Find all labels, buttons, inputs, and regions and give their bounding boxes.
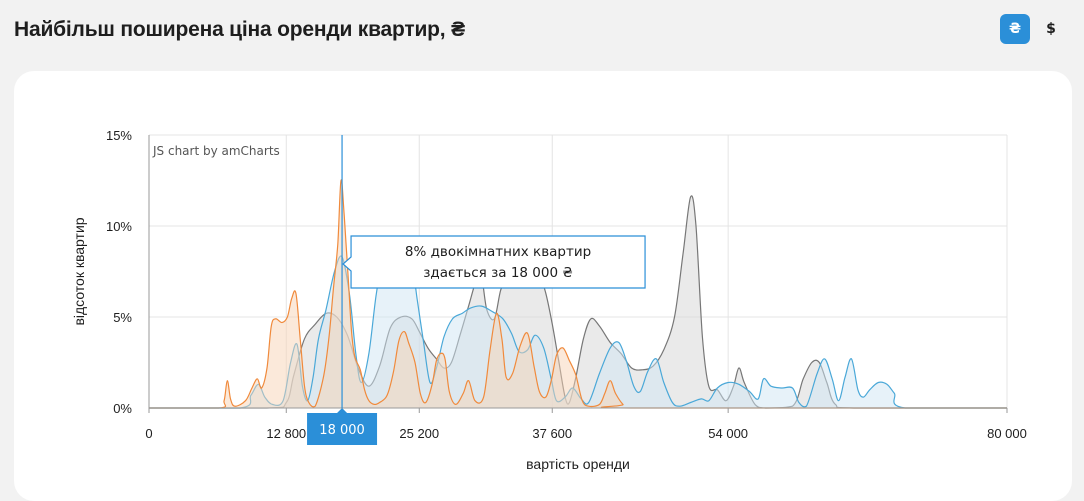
chart-credit[interactable]: JS chart by amCharts — [152, 144, 280, 158]
x-tick-label: 25 200 — [399, 426, 439, 441]
tooltip-line: 8% двокімнатних квартир — [405, 244, 591, 260]
chart-card: 0% 5% 10% 15% 0 12 800 25 200 37 600 54 000 80 00… — [14, 71, 1072, 501]
currency-usd-button[interactable]: $ — [1036, 14, 1066, 44]
cursor-layer: 18 000 8% двокімнатних квартир здається за… — [307, 135, 646, 445]
x-tick-label: 0 — [145, 426, 152, 441]
y-tick-label: 5% — [113, 310, 132, 325]
chart-axes: 0% 5% 10% 15% 0 12 800 25 200 37 600 54 000 80 00… — [106, 128, 1027, 441]
x-axis-title: вартість оренди — [526, 456, 630, 472]
x-tick-label: 12 800 — [266, 426, 306, 441]
y-tick-label: 0% — [113, 401, 132, 416]
cursor-x-label — [307, 413, 378, 445]
currency-uah-button[interactable]: ₴ — [1000, 14, 1030, 44]
cursor-x-label-text: 18 000 — [319, 423, 365, 438]
x-tick-label: 54 000 — [708, 426, 748, 441]
x-tick-label: 80 000 — [987, 426, 1027, 441]
y-axis-title: відсоток квартир — [71, 217, 87, 325]
series-layer — [148, 179, 1007, 409]
y-tick-label: 15% — [106, 128, 132, 143]
tooltip-box — [342, 235, 646, 289]
currency-toggle: ₴ $ — [1000, 14, 1066, 44]
page-title: Найбільш поширена ціна оренди квартир, ₴ — [14, 18, 465, 41]
cursor-x-label-pointer — [337, 408, 348, 413]
rent-price-distribution-chart[interactable]: 0% 5% 10% 15% 0 12 800 25 200 37 600 54 000 80 00… — [14, 71, 1072, 482]
x-tick-label: 37 600 — [532, 426, 572, 441]
y-tick-label: 10% — [106, 219, 132, 234]
tooltip-line: здається за 18 000 ₴ — [423, 265, 573, 281]
series-orange-line — [148, 179, 1007, 409]
